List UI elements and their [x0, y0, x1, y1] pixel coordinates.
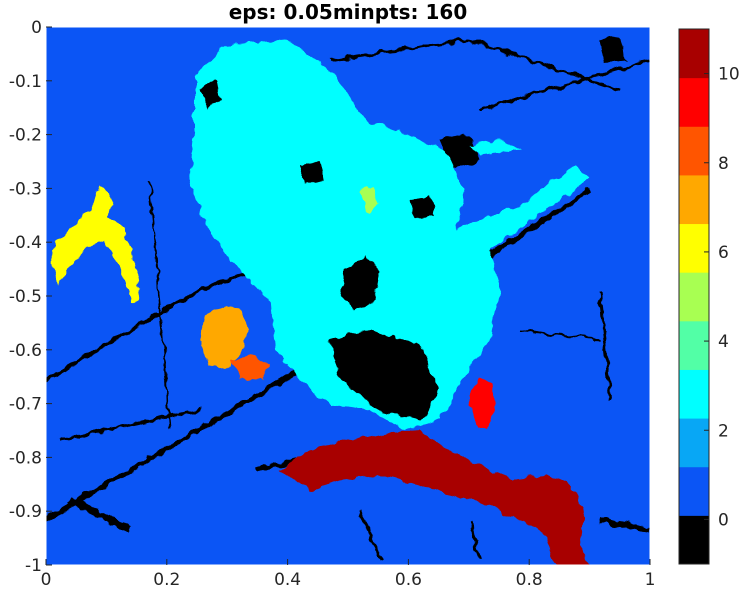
noise-line	[329, 38, 621, 92]
y-axis: 0 -0.1 -0.2 -0.3 -0.4 -0.5 -0.6 -0.7 -0.8 -0.9 -1	[9, 18, 52, 576]
colorbar-cell	[679, 515, 709, 565]
colorbar-ticks: 0 2 4 6 8 10	[704, 65, 740, 530]
y-tick-label: -0.7	[9, 395, 42, 415]
noise-line	[149, 179, 171, 431]
cluster-3	[190, 40, 590, 430]
x-tick-label: 0.6	[395, 570, 422, 590]
x-axis: 0 0.2 0.4 0.6 0.8 1	[41, 559, 656, 590]
noise-line	[358, 509, 382, 561]
y-tick-label: -0.3	[9, 179, 42, 199]
cluster-5	[360, 185, 378, 212]
x-tick-label: 0.8	[516, 570, 543, 590]
noise-hole	[340, 255, 380, 310]
colorbar-tick-label: 6	[718, 243, 729, 263]
colorbar-cell	[679, 418, 709, 468]
y-tick-label: -0.6	[9, 341, 42, 361]
noise-line	[468, 519, 482, 561]
y-tick-label: 0	[31, 18, 42, 38]
y-tick-label: -0.2	[9, 126, 42, 146]
colorbar-tick-label: 0	[718, 510, 729, 530]
colorbar-cell	[679, 174, 709, 225]
colorbar-cell	[679, 223, 709, 273]
noise-line	[519, 329, 601, 341]
noise-blob	[600, 35, 625, 62]
colorbar-frame	[678, 28, 710, 565]
colorbar-tick-label: 2	[718, 421, 729, 441]
cluster-7	[200, 305, 250, 370]
x-tick-label: 0	[41, 570, 52, 590]
y-tick-label: -0.8	[9, 448, 42, 468]
x-tick-label: 0.4	[274, 570, 301, 590]
noise-line	[59, 408, 201, 442]
plot-area	[45, 26, 651, 566]
colorbar-tick-label: 10	[718, 65, 740, 85]
cluster-6	[50, 185, 140, 305]
colorbar-tick-label: 8	[718, 154, 729, 174]
colorbar-cells	[679, 29, 709, 565]
y-tick-label: -0.4	[9, 233, 42, 253]
noise-hole	[410, 195, 435, 220]
noise-hole	[300, 160, 325, 185]
colorbar: 0 2 4 6 8 10	[678, 28, 740, 565]
cluster-3-streak	[470, 140, 520, 155]
cluster-9	[470, 378, 495, 430]
cluster-8	[232, 355, 270, 380]
colorbar-cell	[679, 272, 709, 322]
colorbar-cell	[679, 369, 709, 419]
noise-line	[598, 289, 612, 401]
colorbar-cell	[679, 126, 709, 176]
colorbar-tick-label: 4	[718, 332, 729, 352]
chart-title: eps: 0.05minpts: 160	[229, 0, 468, 24]
noise-line	[479, 58, 650, 112]
colorbar-cell	[679, 466, 709, 516]
y-tick-label: -0.1	[9, 72, 42, 92]
y-tick-label: -1	[25, 556, 42, 576]
noise-line	[68, 497, 132, 533]
noise-line	[599, 517, 650, 533]
colorbar-cell	[679, 77, 709, 127]
cluster-10	[280, 430, 590, 565]
colorbar-cell	[679, 29, 709, 79]
colorbar-cell	[679, 320, 709, 370]
x-tick-label: 1	[645, 570, 656, 590]
x-tick-label: 0.2	[153, 570, 180, 590]
y-tick-label: -0.9	[9, 502, 42, 522]
noise-hole	[200, 80, 222, 110]
noise-hole	[330, 330, 440, 420]
y-tick-label: -0.5	[9, 287, 42, 307]
